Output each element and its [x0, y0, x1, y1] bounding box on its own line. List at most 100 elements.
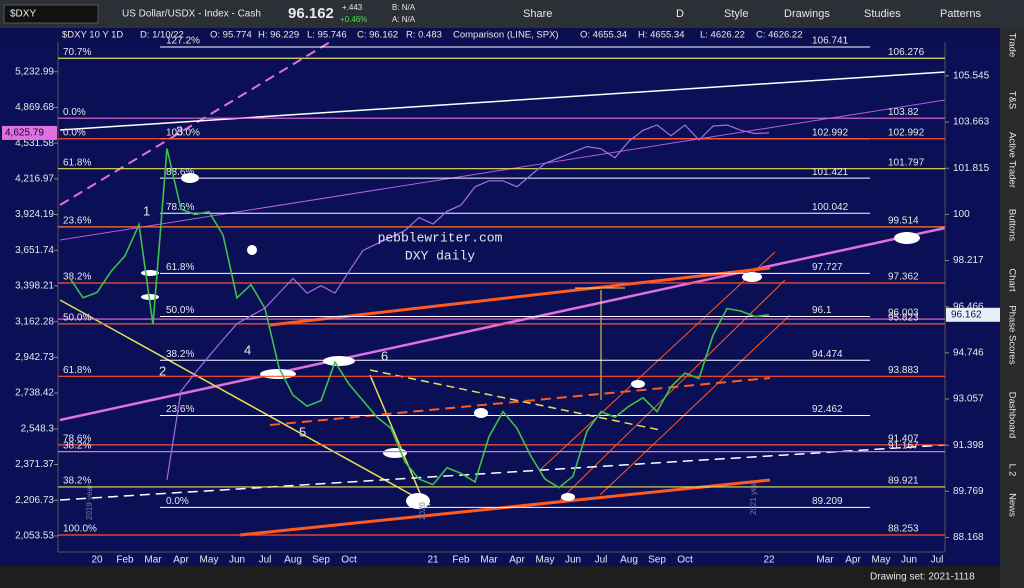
level-label: 88.253	[888, 524, 919, 535]
marker	[323, 356, 355, 366]
y2-tick-label: 2,942.73	[15, 352, 54, 363]
toolbar-button[interactable]: Studies	[864, 8, 901, 20]
bottom-bar	[0, 566, 1000, 588]
x-tick-label: Apr	[845, 555, 861, 566]
year-label: 2021 year	[749, 479, 758, 515]
y-tick-label: 91.398	[953, 440, 984, 451]
info-bar	[0, 28, 1000, 42]
sidebar-tab[interactable]: News	[1006, 493, 1017, 517]
sidebar-tab[interactable]: T&S	[1006, 91, 1017, 109]
toolbar-button[interactable]: Share	[523, 8, 552, 20]
toolbar-button[interactable]: Patterns	[940, 8, 981, 20]
info-item: O: 95.774	[210, 30, 252, 41]
x-tick-label: Sep	[312, 555, 330, 566]
fib-label: 100.0%	[63, 524, 97, 535]
y2-tick-label: 4,216.97	[15, 173, 54, 184]
trendline	[539, 251, 776, 471]
x-tick-label: Mar	[480, 555, 498, 566]
info-item: D: 1/10/22	[140, 30, 184, 41]
toolbar-button[interactable]: Style	[724, 8, 748, 20]
fib-label: 23.6%	[63, 216, 91, 227]
x-tick-label: Oct	[677, 555, 693, 566]
sidebar-tab[interactable]: L 2	[1006, 464, 1017, 477]
marker	[631, 380, 645, 388]
sidebar-tab[interactable]: Active Trader	[1006, 132, 1017, 188]
annotation: 4	[244, 342, 251, 357]
fib-label: 0.0%	[166, 496, 189, 507]
info-item: C: 4626.22	[756, 30, 802, 41]
ask: A: N/A	[392, 15, 416, 24]
level-label: 89.209	[812, 496, 843, 507]
annotation: 5	[299, 424, 306, 439]
y2-tick-label: 3,162.28	[15, 316, 54, 327]
marker	[474, 408, 488, 418]
fib-label: 100.0%	[166, 127, 200, 138]
y2-tick-label: 2,371.37	[15, 459, 54, 470]
x-tick-label: Jun	[901, 555, 917, 566]
fib-label: 50.0%	[166, 305, 194, 316]
toolbar-button[interactable]: Drawings	[784, 8, 830, 20]
sidebar-tab[interactable]: Dashboard	[1006, 392, 1017, 438]
info-item: L: 4626.22	[700, 30, 745, 41]
y2-tick-label: 4,869.68	[15, 102, 54, 113]
level-label: 93.883	[888, 365, 919, 376]
info-item: H: 4655.34	[638, 30, 684, 41]
sidebar-tab[interactable]: Chart	[1006, 268, 1017, 292]
x-tick-label: 20	[91, 555, 103, 566]
level-label: 101.797	[888, 157, 925, 168]
trendline	[59, 71, 946, 131]
annotation: 6	[381, 348, 388, 363]
y2-tick-label: 2,548.3	[21, 423, 55, 434]
level-label: 103.82	[888, 107, 919, 118]
x-tick-label: Apr	[509, 555, 525, 566]
x-tick-label: May	[200, 555, 219, 566]
x-tick-label: Aug	[284, 555, 302, 566]
bid: B: N/A	[392, 3, 416, 12]
level-label: 99.514	[888, 216, 919, 227]
change-pct: +0.46%	[340, 15, 367, 24]
description: US Dollar/USDX - Index - Cash	[122, 9, 261, 20]
marker	[894, 232, 920, 244]
drawing-set: Drawing set: 2021-1118	[870, 572, 975, 583]
y-tick-label: 105.545	[953, 71, 990, 82]
annotation: 1	[143, 203, 150, 218]
x-tick-label: Jul	[595, 555, 608, 566]
x-tick-label: Aug	[620, 555, 638, 566]
trendline	[599, 314, 791, 496]
symbol-input[interactable]	[3, 4, 99, 24]
y-tick-label: 96.466	[953, 301, 984, 312]
fib-label: 127.2%	[166, 36, 200, 47]
y2-tick-label: 2,206.73	[15, 495, 54, 506]
sidebar	[1000, 28, 1024, 588]
marker	[742, 272, 762, 282]
level-label: 101.421	[812, 167, 849, 178]
annotation: 3	[176, 123, 183, 138]
y2-tick-label: 3,398.21	[15, 281, 54, 292]
y2-tick-label: 2,738.42	[15, 388, 54, 399]
level-label: 97.727	[812, 262, 843, 273]
last-y2-label: 4,625.79	[5, 128, 44, 139]
toolbar-button[interactable]: D	[676, 8, 684, 20]
level-label: 92.462	[812, 404, 843, 415]
sidebar-tab[interactable]: Phase Scores	[1006, 305, 1017, 364]
y-tick-label: 93.057	[953, 394, 984, 405]
x-tick-label: Jun	[565, 555, 581, 566]
fib-label: 61.8%	[166, 262, 194, 273]
level-label: 100.042	[812, 202, 849, 213]
y-tick-label: 88.168	[953, 532, 984, 543]
y-tick-label: 89.769	[953, 486, 984, 497]
x-tick-label: Jul	[259, 555, 272, 566]
info-item: H: 96.229	[258, 30, 299, 41]
fib-label: 38.2%	[63, 440, 91, 451]
toolbar	[0, 0, 1024, 28]
x-tick-label: Jun	[229, 555, 245, 566]
sidebar-tab[interactable]: Buttons	[1006, 209, 1017, 241]
sidebar-tab[interactable]: Trade	[1006, 33, 1017, 57]
trendline	[269, 377, 771, 426]
y2-tick-label: 2,053.53	[15, 531, 54, 542]
trendline	[369, 374, 426, 506]
fib-label: 0.0%	[63, 107, 86, 118]
marker	[247, 245, 257, 255]
level-label: 91.407	[888, 434, 919, 445]
